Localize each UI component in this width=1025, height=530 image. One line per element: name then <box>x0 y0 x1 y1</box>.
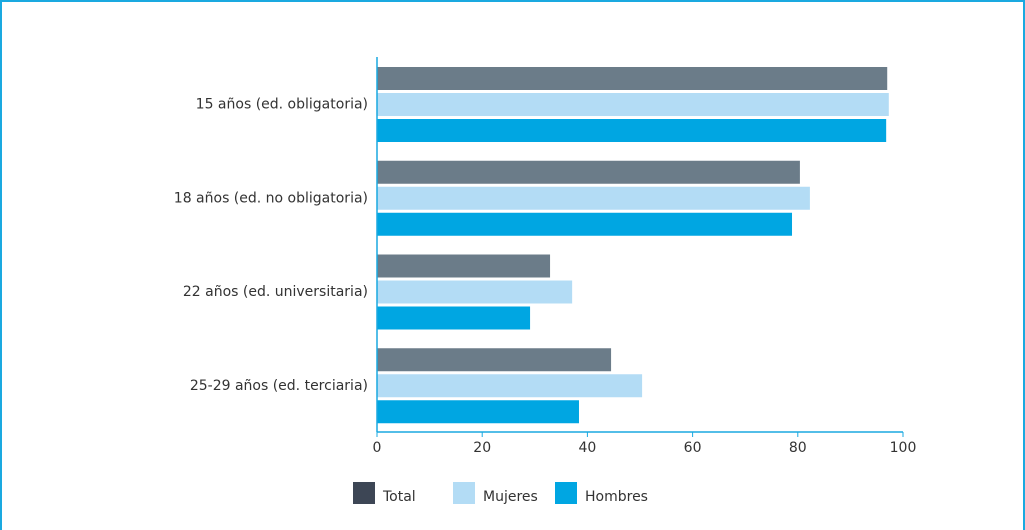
bar <box>377 93 889 116</box>
bar <box>377 160 800 184</box>
bar <box>377 348 612 372</box>
legend-label: Hombres <box>585 489 648 505</box>
y-tick-label: 15 años (ed. obligatoria) <box>196 97 368 113</box>
bar <box>377 374 643 398</box>
legend-swatch <box>453 482 475 504</box>
x-tick-label: 60 <box>684 440 702 456</box>
x-tick-label: 40 <box>578 440 596 456</box>
bar <box>377 280 573 304</box>
bar <box>377 67 888 90</box>
bar <box>377 254 551 278</box>
y-tick-label: 18 años (ed. no obligatoria) <box>174 190 368 206</box>
x-tick-label: 80 <box>789 440 807 456</box>
x-tick-label: 100 <box>890 440 917 456</box>
bar <box>377 186 810 210</box>
x-tick-label: 20 <box>473 440 491 456</box>
y-tick-label: 25-29 años (ed. terciaria) <box>190 378 368 394</box>
legend-label: Mujeres <box>483 489 538 505</box>
x-tick-label: 0 <box>373 440 382 456</box>
bar <box>377 212 793 236</box>
legend-swatch <box>353 482 375 504</box>
legend-label: Total <box>382 489 416 505</box>
bar <box>377 306 531 330</box>
y-tick-label: 22 años (ed. universitaria) <box>183 284 368 300</box>
legend-swatch <box>555 482 577 504</box>
bar <box>377 119 887 142</box>
bar <box>377 400 579 424</box>
